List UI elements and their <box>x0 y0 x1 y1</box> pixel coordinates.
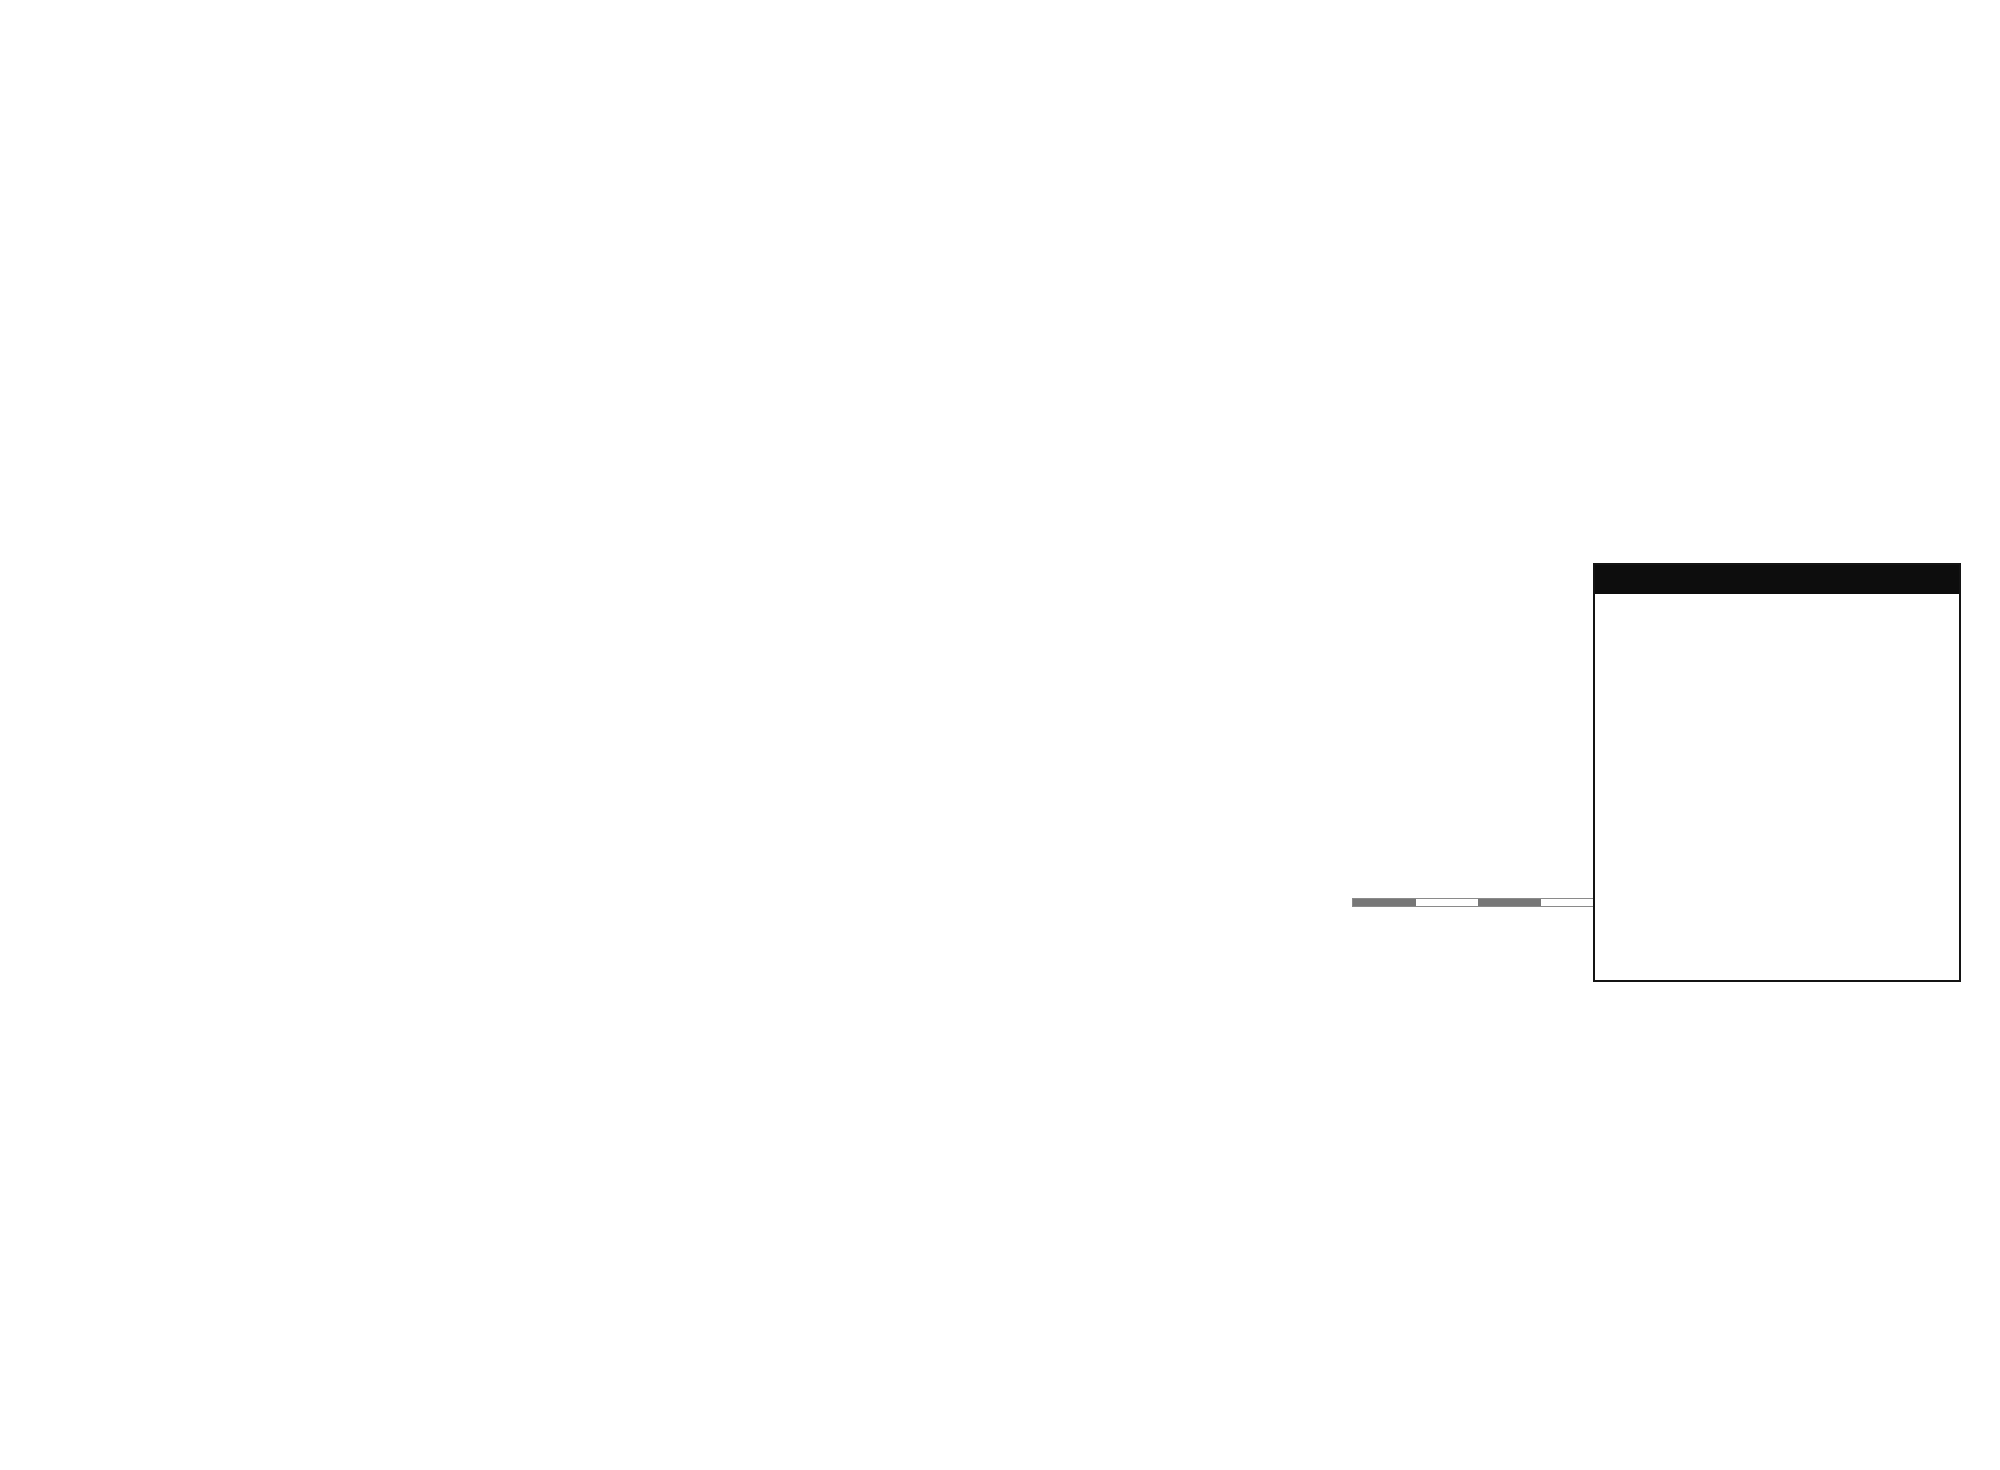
scalebar-segment <box>1353 899 1416 906</box>
scalebar-segment <box>1540 899 1603 906</box>
legend-title <box>1595 565 1959 594</box>
scalebar-bar <box>1352 898 1604 907</box>
scalebar-segment <box>1415 899 1478 906</box>
scalebar <box>1352 896 1604 907</box>
plan-map <box>1727 596 1959 976</box>
scalebar-segment <box>1478 899 1541 906</box>
legend-panel <box>1593 563 1961 982</box>
